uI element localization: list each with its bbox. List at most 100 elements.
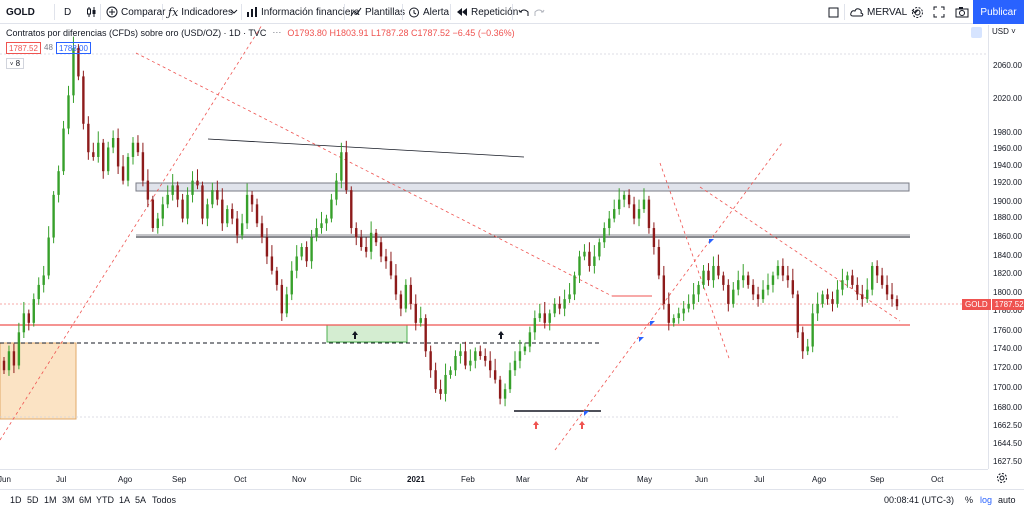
time-tick-label: Abr (576, 475, 589, 484)
range-button-3m[interactable]: 3M (62, 495, 75, 505)
candle-body (399, 294, 403, 309)
range-button-6m[interactable]: 6M (79, 495, 92, 505)
pointer-arrow-icon (709, 239, 714, 244)
candle-body (732, 289, 735, 304)
candle-body (330, 199, 333, 219)
candle-body (697, 284, 700, 295)
bid-value: 1787.52 (9, 44, 38, 53)
dashed-trendline (135, 52, 613, 297)
redo-button[interactable] (534, 0, 548, 24)
undo-icon (518, 7, 529, 18)
candle-body (231, 209, 234, 219)
legend-menu-icon[interactable]: ⋯ (272, 27, 282, 37)
bid-badge[interactable]: 1787.52 (6, 42, 41, 54)
candle-body (131, 142, 135, 157)
range-button-5a[interactable]: 5A (135, 495, 147, 505)
time-tick-label: Jul (754, 475, 765, 484)
candle-body (116, 138, 120, 167)
top-toolbar: GOLD D Comparar ƒx Indicadores Informaci… (0, 0, 1024, 24)
candle-body (677, 313, 680, 319)
price-tick-label: 1940.00 (993, 161, 1022, 170)
range-button-1a[interactable]: 1A (119, 495, 131, 505)
clock-display[interactable]: 00:08:41 (UTC-3) (884, 489, 954, 511)
currency-label: USD (992, 27, 1009, 36)
time-axis[interactable]: Jun Jul Ago Sep Oct Nov Dic 2021 Feb Mar Abr May Jun… (0, 469, 988, 489)
current-price-value: 1787.52 (990, 299, 1024, 310)
candle-body (7, 351, 11, 371)
publish-button[interactable]: Publicar (973, 0, 1024, 24)
candle-body (67, 95, 70, 129)
range-button-todos[interactable]: Todos (152, 495, 177, 505)
ask-badge[interactable]: 1788.00 (56, 42, 91, 54)
pointer-arrow-icon (650, 321, 655, 326)
candle-body (563, 299, 566, 309)
candle-body (493, 370, 497, 380)
candle-body (617, 199, 621, 210)
candle-body (890, 294, 894, 300)
candle-body (255, 204, 259, 224)
compare-button[interactable]: Comparar (106, 0, 165, 24)
replay-icon (456, 6, 468, 18)
snapshot-button[interactable] (955, 0, 972, 24)
candle-body (608, 218, 611, 229)
candle-body (826, 294, 829, 300)
candle-body (578, 256, 581, 276)
divider (512, 4, 513, 20)
range-button-1d[interactable]: 1D (10, 495, 22, 505)
undo-button[interactable] (518, 0, 532, 24)
symbol-search[interactable]: GOLD (6, 0, 35, 24)
candle-body (498, 379, 502, 399)
alert-label: Alerta (423, 6, 450, 18)
financials-button[interactable]: Información financiera (246, 0, 359, 24)
time-tick-label: 2021 (407, 475, 425, 484)
auto-label: auto (998, 495, 1016, 505)
chart-pane[interactable] (0, 25, 988, 469)
price-chart[interactable] (0, 25, 988, 469)
candle-body (667, 303, 670, 323)
range-button-5d[interactable]: 5D (27, 495, 39, 505)
time-tick-label: Mar (516, 475, 530, 484)
candle-body (404, 284, 408, 309)
bottom-bar (0, 489, 1024, 511)
percent-toggle[interactable]: % (965, 489, 973, 511)
templates-button[interactable]: Plantillas (350, 0, 405, 24)
range-button-ytd[interactable]: YTD (96, 495, 114, 505)
demand-zone-box (0, 342, 77, 420)
alert-button[interactable]: Alerta (408, 0, 449, 24)
log-toggle[interactable]: log (980, 489, 992, 511)
candle-body (92, 152, 95, 157)
candle-body (265, 237, 269, 257)
time-tick-label: Jun (695, 475, 708, 484)
candle-body (503, 389, 507, 399)
layout-select-button[interactable] (828, 0, 842, 24)
spread-value: 48 (44, 43, 53, 52)
range-button-1m[interactable]: 1M (44, 495, 57, 505)
chart-type-button[interactable] (86, 0, 101, 24)
gear-icon (911, 6, 924, 19)
indicators-dropdown[interactable] (230, 0, 241, 24)
auto-toggle[interactable]: auto (998, 489, 1016, 511)
candle-body (761, 289, 765, 300)
candle-body (37, 284, 40, 300)
candle-body (350, 190, 353, 229)
settings-button[interactable] (911, 0, 927, 24)
replay-button[interactable]: Repetición (456, 0, 518, 24)
candle-body (652, 228, 656, 247)
interval-label: D (64, 6, 72, 18)
candle-body (320, 223, 323, 229)
candle-body (275, 270, 279, 285)
interval-button[interactable]: D (64, 0, 71, 24)
axis-settings-button[interactable] (996, 472, 1008, 487)
currency-selector[interactable]: USD ˅ (992, 27, 1016, 36)
clock-label: 00:08:41 (UTC-3) (884, 495, 955, 505)
price-axis[interactable]: USD ˅ 2060.00 2020.00 1980.00 1960.00 1940.0… (962, 25, 1024, 469)
indicators-button[interactable]: ƒx Indicadores (168, 0, 233, 24)
fullscreen-button[interactable] (933, 0, 948, 24)
object-tree-button[interactable] (971, 27, 982, 38)
candle-body (806, 346, 809, 352)
candle-body (573, 275, 576, 295)
candle-body (97, 142, 100, 157)
candle-body (662, 275, 666, 304)
candle-body (146, 180, 150, 200)
collapse-legend-button[interactable]: ˅ 8 (6, 58, 24, 69)
